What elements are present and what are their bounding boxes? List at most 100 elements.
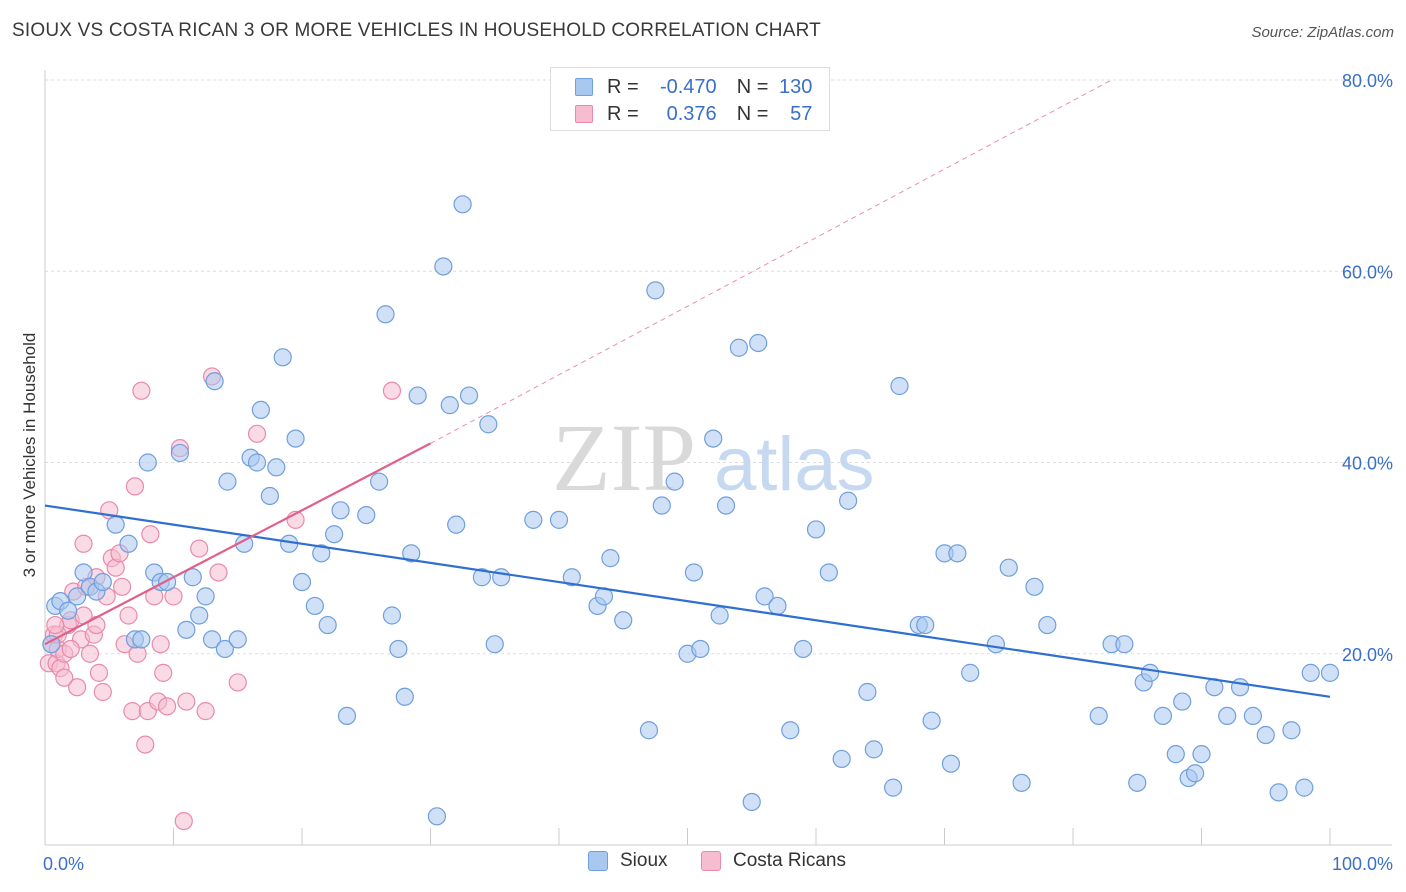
sioux-point-95 bbox=[922, 711, 941, 730]
sioux-point-70 bbox=[652, 496, 671, 515]
sioux-point-116 bbox=[1192, 745, 1211, 764]
sioux-point-76 bbox=[710, 606, 729, 625]
sioux-point-86 bbox=[819, 563, 838, 582]
sioux-point-54 bbox=[447, 515, 466, 534]
sioux-point-20 bbox=[190, 606, 209, 625]
sioux-point-92 bbox=[890, 376, 909, 396]
costa-point-36 bbox=[151, 635, 170, 654]
sioux-point-59 bbox=[485, 635, 504, 654]
watermark-zip: ZIP bbox=[552, 404, 696, 511]
sioux-point-122 bbox=[1269, 783, 1288, 802]
y-tick-label-0: 20.0% bbox=[1342, 645, 1393, 665]
tick-label-layer: 20.0% 40.0% 60.0% 80.0% 0.0% 100.0% bbox=[43, 71, 1393, 874]
costa-point-43 bbox=[190, 539, 209, 558]
sioux-point-61 bbox=[524, 510, 543, 529]
correlation-legend: R = -0.470 N = 130 R = 0.376 N = 57 bbox=[550, 67, 830, 131]
sioux-point-87 bbox=[832, 749, 851, 769]
sioux-point-58 bbox=[479, 415, 498, 434]
costa-point-42 bbox=[177, 692, 196, 711]
sioux-point-45 bbox=[376, 305, 395, 324]
sioux-point-110 bbox=[1140, 663, 1160, 682]
sioux-point-24 bbox=[215, 639, 234, 659]
sioux-point-119 bbox=[1230, 678, 1250, 697]
costa-point-52 bbox=[55, 668, 74, 687]
sioux-point-79 bbox=[742, 792, 761, 812]
sioux-point-33 bbox=[273, 348, 292, 367]
sioux-point-56 bbox=[459, 386, 479, 405]
sioux-point-88 bbox=[839, 491, 858, 510]
sioux-point-23 bbox=[205, 372, 224, 391]
costa-n-label: N = bbox=[736, 102, 769, 125]
sioux-points bbox=[42, 195, 1340, 826]
costa-trendline-extension bbox=[430, 79, 1112, 444]
sioux-point-19 bbox=[183, 568, 202, 587]
sioux-point-67 bbox=[614, 611, 633, 630]
sioux-point-42 bbox=[337, 706, 357, 726]
sioux-point-68 bbox=[639, 721, 659, 740]
bottom-costa-swatch bbox=[701, 851, 721, 871]
sioux-point-102 bbox=[1012, 773, 1031, 792]
sioux-point-98 bbox=[948, 544, 967, 563]
sioux-point-118 bbox=[1218, 706, 1237, 726]
x-tick-label-min: 0.0% bbox=[43, 854, 84, 874]
sioux-point-83 bbox=[781, 721, 800, 740]
sioux-point-8 bbox=[93, 572, 112, 592]
chart-source: Source: ZipAtlas.com bbox=[1251, 24, 1394, 41]
sioux-point-40 bbox=[325, 525, 344, 544]
legend-row-costa: R = 0.376 N = 57 bbox=[575, 101, 812, 127]
sioux-point-49 bbox=[402, 544, 421, 563]
sioux-point-107 bbox=[1115, 635, 1134, 654]
costa-point-47 bbox=[228, 673, 247, 692]
sioux-point-121 bbox=[1256, 725, 1275, 745]
costa-point-56 bbox=[46, 615, 65, 635]
sioux-point-57 bbox=[472, 568, 491, 587]
costa-point-46 bbox=[209, 563, 228, 582]
y-tick-label-1: 40.0% bbox=[1342, 454, 1393, 474]
sioux-point-75 bbox=[704, 429, 723, 448]
sioux-point-91 bbox=[883, 778, 903, 797]
sioux-point-124 bbox=[1295, 778, 1314, 797]
sioux-point-55 bbox=[453, 195, 472, 214]
sioux-point-100 bbox=[986, 635, 1006, 654]
sioux-point-16 bbox=[157, 572, 177, 592]
sioux-point-101 bbox=[999, 558, 1018, 577]
sioux-point-105 bbox=[1089, 706, 1108, 726]
sioux-point-38 bbox=[312, 544, 331, 563]
sioux-point-62 bbox=[549, 510, 569, 529]
sioux-point-46 bbox=[382, 606, 402, 625]
sioux-point-22 bbox=[202, 630, 222, 649]
costa-point-26 bbox=[119, 606, 138, 625]
costa-point-27 bbox=[123, 702, 142, 721]
costa-point-41 bbox=[174, 811, 193, 831]
sioux-point-90 bbox=[864, 740, 883, 759]
sioux-point-108 bbox=[1128, 773, 1147, 792]
costa-ricans-points bbox=[39, 367, 402, 831]
sioux-point-66 bbox=[601, 549, 620, 568]
sioux-point-9 bbox=[106, 515, 125, 534]
sioux-point-29 bbox=[247, 453, 267, 472]
sioux-point-111 bbox=[1153, 706, 1173, 726]
sioux-point-78 bbox=[729, 338, 749, 357]
costa-point-10 bbox=[68, 678, 87, 697]
sioux-point-31 bbox=[260, 486, 279, 506]
bottom-costa-label: Costa Ricans bbox=[733, 850, 846, 871]
sioux-point-39 bbox=[318, 615, 337, 635]
sioux-point-0 bbox=[42, 635, 61, 654]
bottom-legend-sioux: Sioux bbox=[588, 850, 668, 872]
sioux-point-113 bbox=[1173, 692, 1192, 711]
costa-point-37 bbox=[154, 663, 173, 682]
sioux-point-89 bbox=[858, 682, 877, 702]
costa-point-14 bbox=[80, 644, 100, 663]
sioux-point-10 bbox=[119, 534, 138, 553]
sioux-point-48 bbox=[395, 687, 414, 706]
sioux-point-12 bbox=[132, 630, 151, 649]
axis-layer bbox=[44, 70, 1392, 846]
sioux-point-36 bbox=[292, 572, 312, 592]
y-tick-label-2: 60.0% bbox=[1342, 262, 1393, 282]
sioux-point-21 bbox=[196, 587, 215, 606]
sioux-point-97 bbox=[941, 754, 961, 773]
y-axis-label: 3 or more Vehicles in Household bbox=[20, 332, 39, 578]
sioux-point-37 bbox=[305, 596, 324, 616]
costa-point-17 bbox=[89, 663, 109, 682]
grid-layer bbox=[45, 79, 1392, 655]
